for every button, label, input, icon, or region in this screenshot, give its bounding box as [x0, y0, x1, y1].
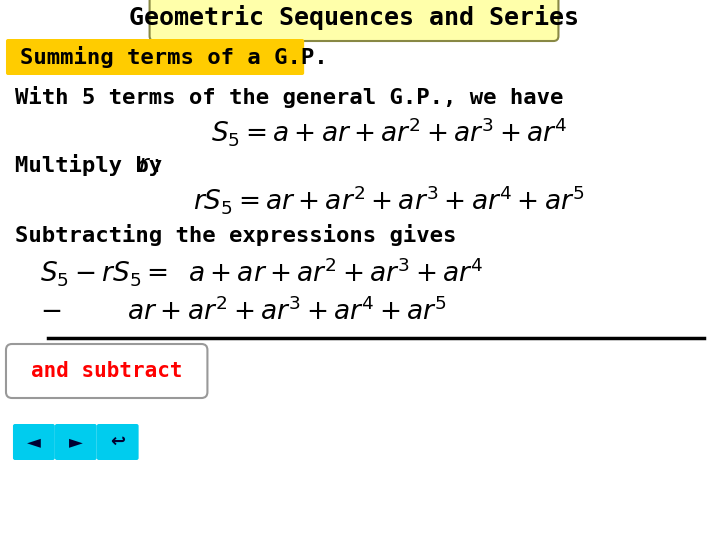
Text: $S_5 - rS_5 = \;\; a + ar + ar^2 + ar^3 + ar^4$: $S_5 - rS_5 = \;\; a + ar + ar^2 + ar^3 … — [40, 255, 483, 288]
FancyBboxPatch shape — [150, 0, 559, 41]
Text: Summing terms of a G.P.: Summing terms of a G.P. — [20, 46, 328, 68]
Text: $rS_5 = ar + ar^2 + ar^3 + ar^4 + ar^5$: $rS_5 = ar + ar^2 + ar^3 + ar^4 + ar^5$ — [193, 184, 585, 217]
Text: ◄: ◄ — [27, 433, 41, 451]
Text: $r:$: $r:$ — [138, 153, 159, 177]
Text: Geometric Sequences and Series: Geometric Sequences and Series — [129, 5, 579, 30]
Text: ↩: ↩ — [110, 433, 125, 451]
FancyBboxPatch shape — [13, 424, 55, 460]
FancyBboxPatch shape — [6, 39, 304, 75]
FancyBboxPatch shape — [6, 344, 207, 398]
Text: and subtract: and subtract — [31, 361, 182, 381]
Text: Multiply by: Multiply by — [15, 154, 176, 176]
FancyBboxPatch shape — [96, 424, 139, 460]
Text: Subtracting the expressions gives: Subtracting the expressions gives — [15, 224, 456, 246]
FancyBboxPatch shape — [55, 424, 96, 460]
Text: $S_5 = a + ar + ar^2 + ar^3 + ar^4$: $S_5 = a + ar + ar^2 + ar^3 + ar^4$ — [210, 116, 567, 148]
Text: With 5 terms of the general G.P., we have: With 5 terms of the general G.P., we hav… — [15, 86, 563, 108]
Text: $- \qquad\;\; ar + ar^2 + ar^3 + ar^4 + ar^5$: $- \qquad\;\; ar + ar^2 + ar^3 + ar^4 + … — [40, 298, 446, 326]
Text: ►: ► — [69, 433, 83, 451]
